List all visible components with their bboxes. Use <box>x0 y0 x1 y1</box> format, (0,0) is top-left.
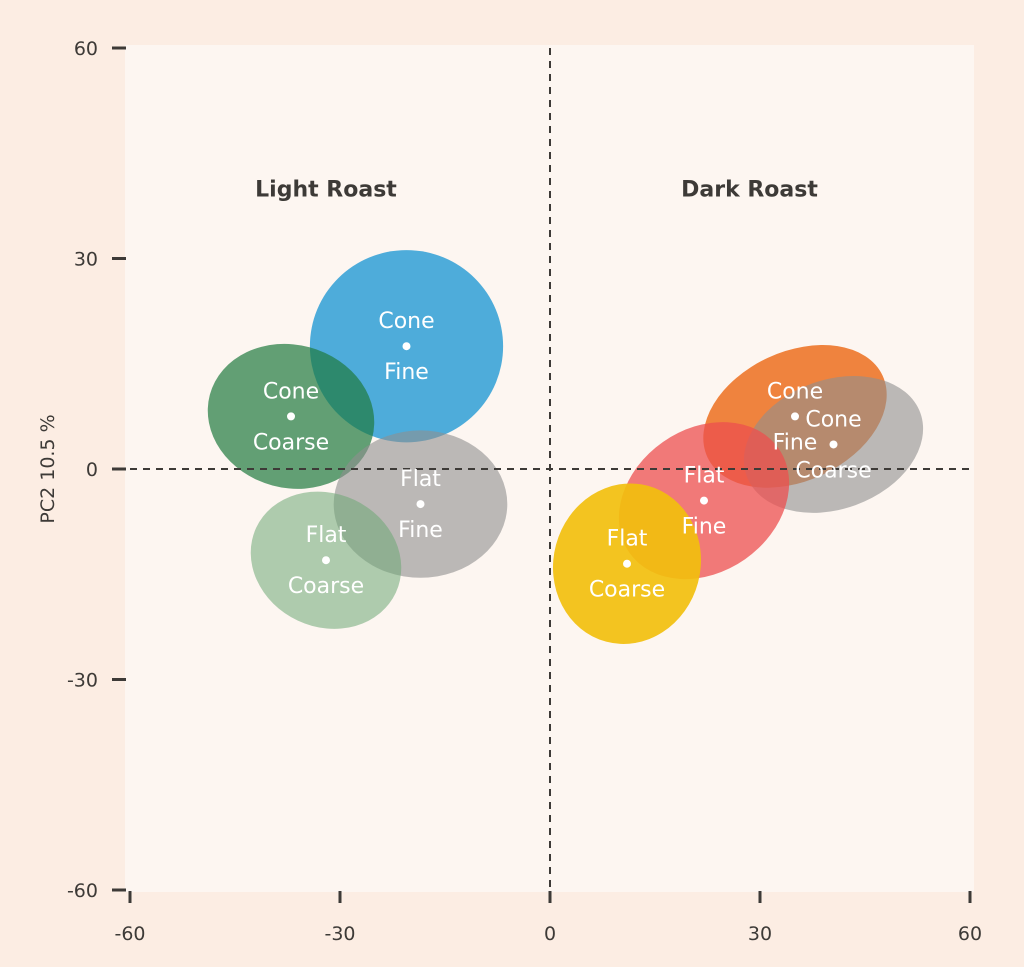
cluster-label-bottom: Coarse <box>795 458 871 483</box>
cluster-label-bottom: Coarse <box>253 430 329 455</box>
reference-lines <box>130 48 974 890</box>
x-tick-label: 60 <box>958 923 982 945</box>
cluster-center-point <box>829 440 838 449</box>
x-tick-label: 0 <box>544 923 556 945</box>
y-axis-title: PC2 10.5 % <box>37 414 59 523</box>
x-tick-label: -30 <box>324 923 355 945</box>
cluster-center-point <box>287 412 295 421</box>
y-tick-label: -60 <box>67 880 98 902</box>
cluster-label-top: Flat <box>400 467 441 492</box>
cluster-label-bottom: Fine <box>773 430 818 455</box>
cluster-center-point <box>791 412 799 421</box>
cluster-label-bottom: Coarse <box>589 578 665 603</box>
y-tick-label: 0 <box>86 459 98 481</box>
cluster-center-point <box>402 342 411 351</box>
cluster-ellipses <box>207 250 924 644</box>
cluster-label-top: Flat <box>306 523 347 548</box>
y-tick-label: -30 <box>67 670 98 692</box>
x-tick-label: 30 <box>748 923 772 945</box>
cluster-label-bottom: Fine <box>398 518 443 543</box>
cluster-centers <box>287 342 838 568</box>
cluster-center-point <box>416 500 425 509</box>
axes: -60 -30 0 30 60 60 30 0 -30 -60 <box>67 38 982 945</box>
cluster-labels: ConeFineConeCoarseFlatFineFlatCoarseCone… <box>253 309 872 603</box>
cluster-center-point <box>322 556 330 565</box>
cluster-label-top: Flat <box>684 464 725 489</box>
group-title-2: Dark Roast <box>681 177 818 202</box>
group-titles: Light Roast Dark Roast <box>255 177 818 202</box>
cluster-label-bottom: Fine <box>384 360 429 385</box>
y-tick-label: 60 <box>74 38 98 60</box>
y-tick-label: 30 <box>74 249 98 271</box>
cluster-label-bottom: Coarse <box>288 574 364 599</box>
cluster-label-top: Cone <box>378 309 434 334</box>
cluster-label-top: Flat <box>607 527 648 552</box>
cluster-label-bottom: Fine <box>682 515 727 540</box>
cluster-label-top: Cone <box>263 379 319 404</box>
cluster-label-top: Cone <box>805 407 861 432</box>
cluster-center-point <box>623 559 631 568</box>
cluster-label-top: Cone <box>767 379 823 404</box>
cluster-center-point <box>700 496 708 505</box>
x-tick-label: -60 <box>114 923 145 945</box>
group-title-1: Light Roast <box>255 177 397 202</box>
